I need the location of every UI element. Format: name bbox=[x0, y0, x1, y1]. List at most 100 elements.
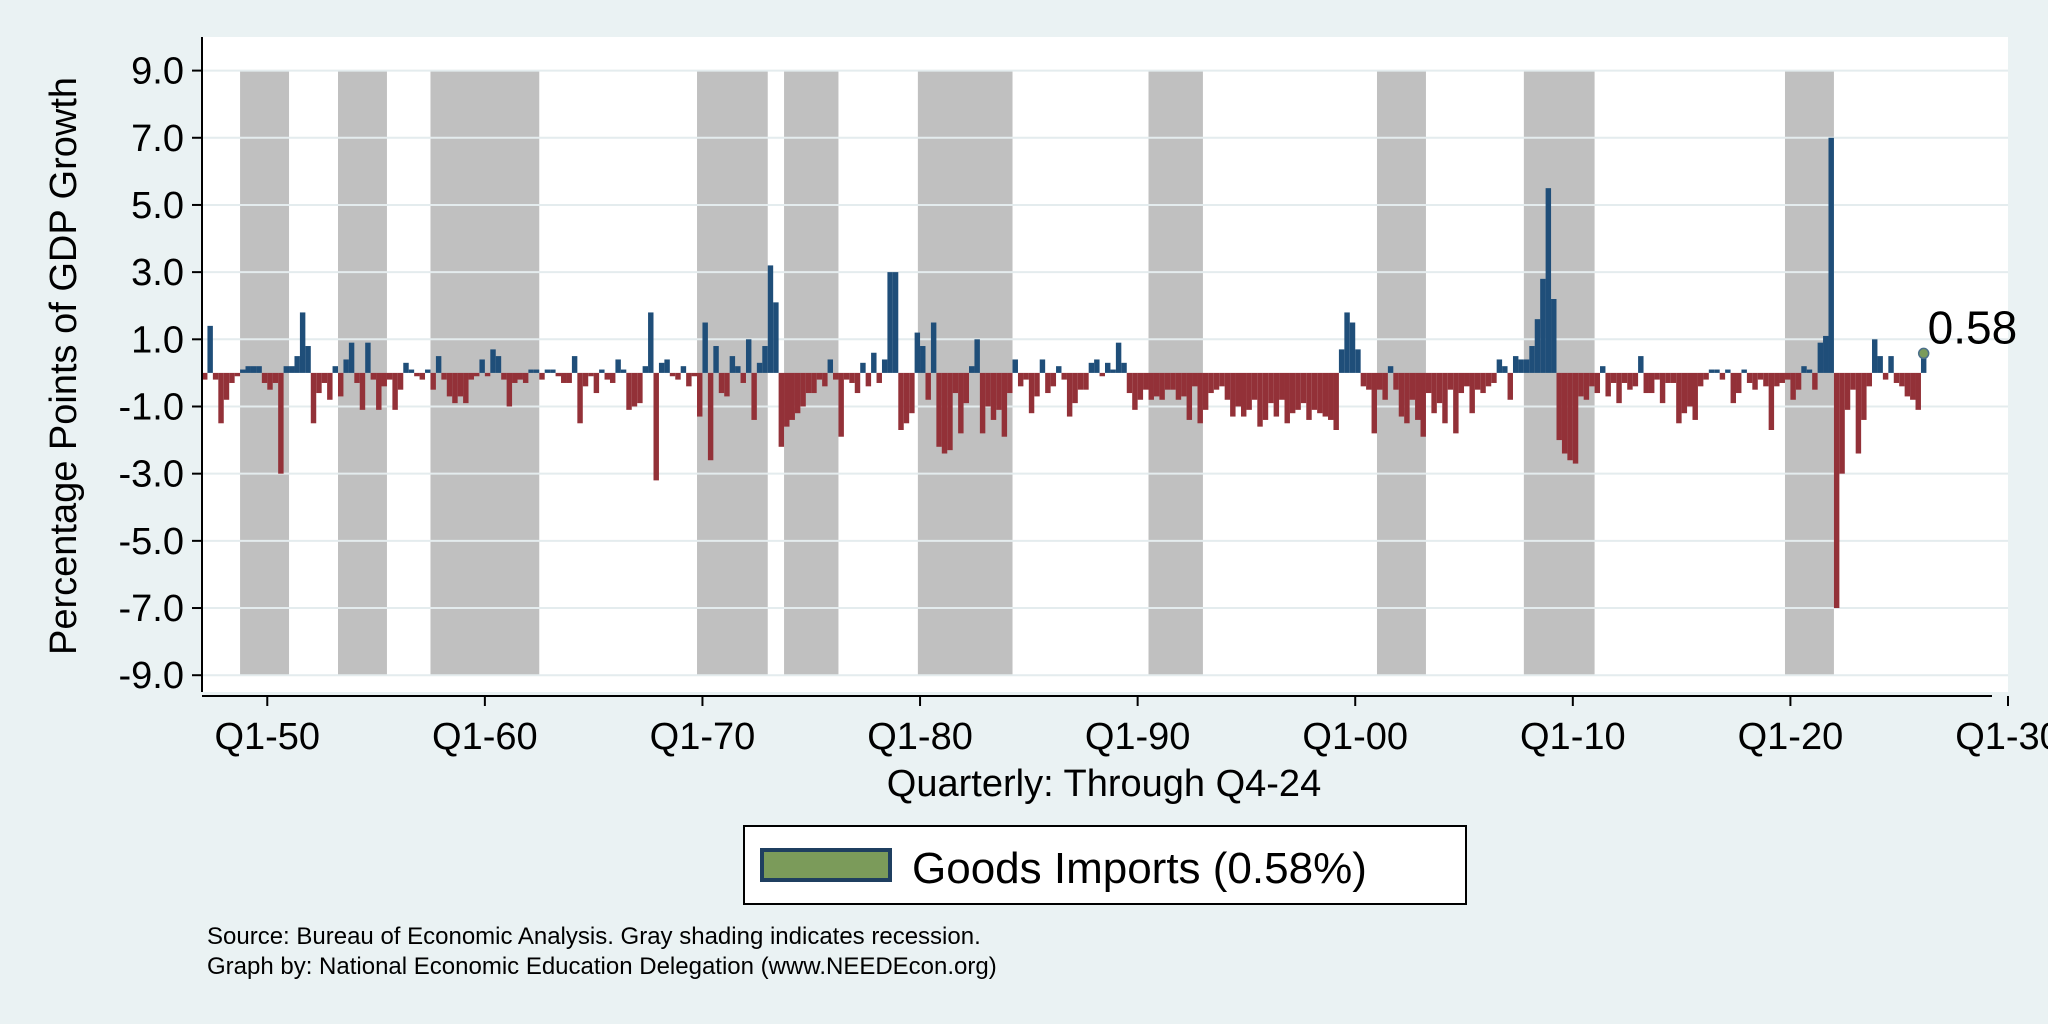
bar bbox=[1132, 372, 1138, 410]
bar bbox=[1681, 372, 1688, 414]
bar bbox=[1736, 372, 1742, 394]
bar bbox=[435, 356, 442, 373]
y-ticks: 9.0 7.0 5.0 3.0 1.0 -1.0 -3.0 -5.0 -7.0 -9.0 bbox=[119, 51, 202, 697]
bar bbox=[1752, 372, 1758, 390]
bar bbox=[321, 372, 328, 383]
bar bbox=[1594, 372, 1601, 394]
bar bbox=[1017, 372, 1024, 387]
bar bbox=[1219, 372, 1225, 387]
bar bbox=[1605, 372, 1611, 397]
bar bbox=[1763, 372, 1769, 387]
bar bbox=[1371, 372, 1377, 434]
bar bbox=[544, 369, 551, 373]
bar bbox=[1578, 372, 1584, 397]
bar bbox=[1338, 349, 1345, 373]
bar bbox=[1638, 356, 1644, 373]
bar bbox=[1192, 372, 1198, 387]
end-marker bbox=[1917, 347, 1930, 360]
bar bbox=[1600, 366, 1606, 373]
bar bbox=[294, 356, 300, 373]
bar bbox=[658, 362, 665, 373]
bar bbox=[430, 372, 436, 390]
bar bbox=[1289, 372, 1296, 414]
bar bbox=[735, 366, 741, 373]
bar bbox=[675, 372, 681, 380]
source-note: Source: Bureau of Economic Analysis. Gra… bbox=[207, 923, 981, 950]
bar bbox=[256, 366, 262, 373]
bar bbox=[1164, 372, 1171, 390]
bar bbox=[778, 372, 785, 447]
bar bbox=[272, 372, 279, 383]
bar bbox=[615, 359, 621, 373]
bar bbox=[1861, 372, 1867, 420]
bar bbox=[1523, 359, 1530, 373]
bar bbox=[240, 369, 246, 373]
bar bbox=[756, 362, 763, 373]
bar bbox=[990, 372, 997, 420]
bar bbox=[1567, 372, 1573, 461]
bar bbox=[1572, 372, 1579, 464]
bar bbox=[920, 346, 926, 373]
bar bbox=[207, 325, 213, 373]
bar bbox=[936, 372, 942, 447]
bar bbox=[909, 372, 915, 414]
x-tick-label: Q1-50 bbox=[214, 716, 320, 758]
bar bbox=[996, 372, 1002, 410]
bar bbox=[1610, 372, 1617, 383]
bar bbox=[1627, 372, 1633, 390]
bar bbox=[669, 372, 676, 377]
credit-note: Graph by: National Economic Education De… bbox=[207, 953, 997, 980]
bar bbox=[1224, 372, 1231, 400]
bar bbox=[1344, 312, 1350, 373]
bar bbox=[648, 312, 654, 373]
bar bbox=[484, 372, 491, 377]
bar bbox=[1545, 188, 1552, 373]
bar bbox=[1806, 369, 1813, 373]
bar bbox=[881, 359, 888, 373]
bar bbox=[1001, 372, 1008, 437]
bar bbox=[762, 346, 768, 373]
bar bbox=[550, 369, 556, 373]
bar bbox=[1872, 339, 1878, 373]
bar bbox=[1088, 362, 1095, 373]
bar bbox=[1757, 372, 1764, 380]
bar bbox=[702, 322, 708, 373]
bar bbox=[1300, 372, 1307, 404]
bar bbox=[767, 265, 774, 373]
bar bbox=[680, 366, 687, 373]
bar bbox=[403, 362, 409, 373]
bar bbox=[1202, 372, 1209, 410]
bar bbox=[718, 372, 725, 394]
bar bbox=[1812, 372, 1818, 390]
bar bbox=[327, 372, 333, 400]
bar bbox=[1186, 372, 1193, 420]
bar bbox=[1648, 372, 1655, 394]
bar bbox=[642, 366, 649, 373]
bar bbox=[1687, 372, 1693, 407]
bar bbox=[1007, 372, 1013, 394]
bar bbox=[827, 359, 834, 373]
bar bbox=[1415, 372, 1421, 420]
bar bbox=[1083, 372, 1089, 390]
bar bbox=[392, 372, 398, 410]
bar bbox=[609, 372, 616, 383]
x-tick-label: Q1-10 bbox=[1520, 716, 1626, 758]
bar bbox=[1589, 372, 1595, 387]
bar bbox=[1855, 372, 1862, 454]
bar bbox=[1121, 362, 1127, 373]
bar bbox=[283, 366, 290, 373]
y-tick-label: 5.0 bbox=[131, 185, 184, 227]
bar bbox=[751, 372, 757, 420]
bar bbox=[490, 349, 496, 373]
bar bbox=[457, 372, 464, 397]
bar bbox=[1502, 366, 1508, 373]
bar bbox=[1741, 369, 1747, 373]
bar bbox=[969, 366, 975, 373]
y-gridlines bbox=[202, 69, 2008, 677]
y-tick-label: -9.0 bbox=[119, 655, 184, 697]
bar bbox=[773, 302, 779, 373]
bar bbox=[1213, 372, 1220, 390]
bar bbox=[1050, 372, 1057, 387]
bar bbox=[952, 372, 959, 394]
